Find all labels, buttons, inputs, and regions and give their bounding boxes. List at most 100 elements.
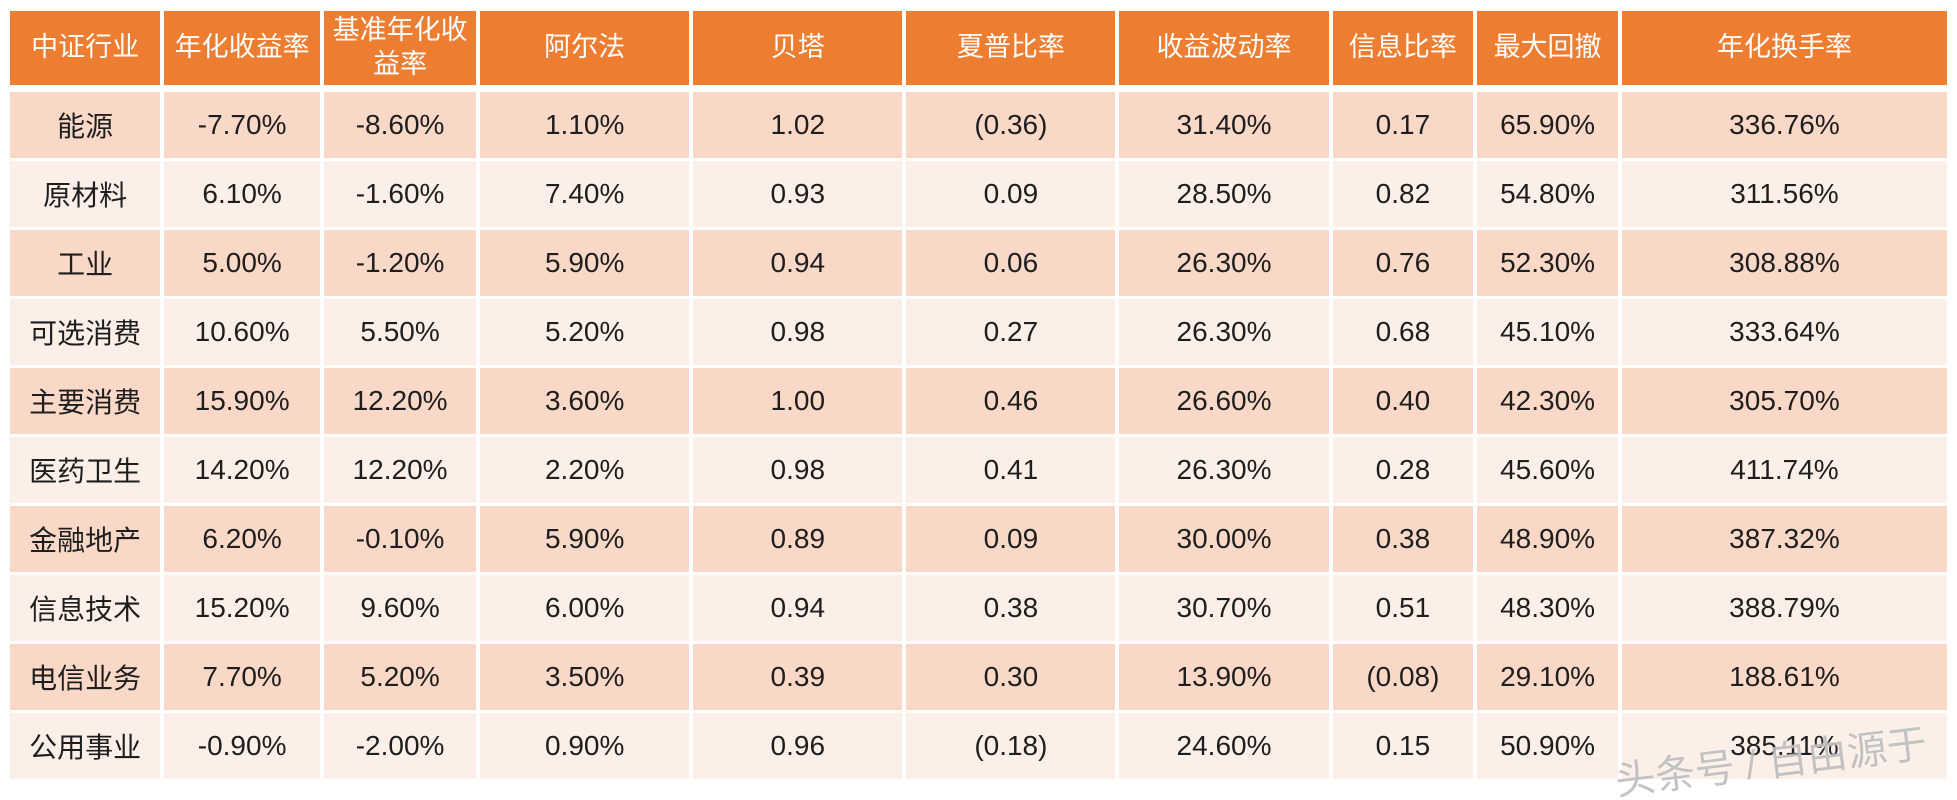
value-cell: 65.90% (1477, 92, 1618, 158)
table-row: 可选消费 10.60% 5.50% 5.20% 0.98 0.27 26.30% 0.68 45… (10, 299, 1947, 365)
industry-name-cell: 可选消费 (10, 299, 161, 365)
table-row: 主要消费 15.90% 12.20% 3.60% 1.00 0.46 26.60% 0.40 4… (10, 368, 1947, 434)
value-cell: (0.36) (906, 92, 1116, 158)
value-cell: 0.09 (906, 161, 1116, 227)
industry-name-cell: 公用事业 (10, 713, 161, 779)
value-cell: -2.00% (324, 713, 477, 779)
value-cell: (0.18) (906, 713, 1116, 779)
value-cell: 1.00 (693, 368, 903, 434)
column-header-5: 贝塔 (693, 11, 903, 89)
value-cell: 0.39 (693, 644, 903, 710)
value-cell: 12.20% (324, 368, 477, 434)
table-header-row: 中证行业 年化收益率 基准年化收益率 阿尔法 贝塔 夏普比率 收益波动率 信息比率 最大回撤 年化… (10, 11, 1947, 89)
value-cell: 45.10% (1477, 299, 1618, 365)
value-cell: 0.68 (1332, 299, 1474, 365)
value-cell: 385.11% (1621, 713, 1947, 779)
value-cell: -1.60% (324, 161, 477, 227)
value-cell: 29.10% (1477, 644, 1618, 710)
value-cell: 5.20% (480, 299, 690, 365)
value-cell: -0.90% (164, 713, 321, 779)
value-cell: 0.46 (906, 368, 1116, 434)
value-cell: 31.40% (1119, 92, 1329, 158)
table-row: 工业 5.00% -1.20% 5.90% 0.94 0.06 26.30% 0.76 52.3… (10, 230, 1947, 296)
value-cell: 0.98 (693, 299, 903, 365)
column-header-1: 中证行业 (10, 11, 161, 89)
column-header-10: 年化换手率 (1621, 11, 1947, 89)
value-cell: 15.90% (164, 368, 321, 434)
value-cell: 188.61% (1621, 644, 1947, 710)
value-cell: 45.60% (1477, 437, 1618, 503)
value-cell: 26.30% (1119, 299, 1329, 365)
value-cell: 0.51 (1332, 575, 1474, 641)
value-cell: -8.60% (324, 92, 477, 158)
value-cell: 52.30% (1477, 230, 1618, 296)
value-cell: 26.30% (1119, 437, 1329, 503)
value-cell: 0.17 (1332, 92, 1474, 158)
value-cell: 6.10% (164, 161, 321, 227)
value-cell: 24.60% (1119, 713, 1329, 779)
value-cell: 13.90% (1119, 644, 1329, 710)
value-cell: 5.90% (480, 230, 690, 296)
value-cell: 5.50% (324, 299, 477, 365)
value-cell: 0.15 (1332, 713, 1474, 779)
value-cell: 0.94 (693, 230, 903, 296)
value-cell: 305.70% (1621, 368, 1947, 434)
column-header-7: 收益波动率 (1119, 11, 1329, 89)
column-header-9: 最大回撤 (1477, 11, 1618, 89)
industry-name-cell: 金融地产 (10, 506, 161, 572)
table-row: 电信业务 7.70% 5.20% 3.50% 0.39 0.30 13.90% (0.08) 2… (10, 644, 1947, 710)
value-cell: 0.41 (906, 437, 1116, 503)
industry-name-cell: 能源 (10, 92, 161, 158)
column-header-6: 夏普比率 (906, 11, 1116, 89)
value-cell: -7.70% (164, 92, 321, 158)
value-cell: -0.10% (324, 506, 477, 572)
value-cell: 54.80% (1477, 161, 1618, 227)
table-row: 公用事业 -0.90% -2.00% 0.90% 0.96 (0.18) 24.60% 0.1… (10, 713, 1947, 779)
column-header-2: 年化收益率 (164, 11, 321, 89)
value-cell: 311.56% (1621, 161, 1947, 227)
value-cell: 0.89 (693, 506, 903, 572)
table-row: 金融地产 6.20% -0.10% 5.90% 0.89 0.09 30.00% 0.38 48… (10, 506, 1947, 572)
value-cell: 3.50% (480, 644, 690, 710)
value-cell: 0.27 (906, 299, 1116, 365)
value-cell: 10.60% (164, 299, 321, 365)
value-cell: 5.90% (480, 506, 690, 572)
value-cell: 15.20% (164, 575, 321, 641)
value-cell: 2.20% (480, 437, 690, 503)
industry-name-cell: 医药卫生 (10, 437, 161, 503)
value-cell: 12.20% (324, 437, 477, 503)
value-cell: 48.30% (1477, 575, 1618, 641)
value-cell: -1.20% (324, 230, 477, 296)
value-cell: 5.00% (164, 230, 321, 296)
value-cell: 387.32% (1621, 506, 1947, 572)
value-cell: 411.74% (1621, 437, 1947, 503)
value-cell: 0.76 (1332, 230, 1474, 296)
value-cell: 336.76% (1621, 92, 1947, 158)
value-cell: 0.96 (693, 713, 903, 779)
value-cell: 0.93 (693, 161, 903, 227)
table-row: 医药卫生 14.20% 12.20% 2.20% 0.98 0.41 26.30% 0.28 4… (10, 437, 1947, 503)
value-cell: 0.30 (906, 644, 1116, 710)
value-cell: 28.50% (1119, 161, 1329, 227)
value-cell: 0.06 (906, 230, 1116, 296)
value-cell: 0.94 (693, 575, 903, 641)
table-row: 信息技术 15.20% 9.60% 6.00% 0.94 0.38 30.70% 0.51 48… (10, 575, 1947, 641)
value-cell: 26.30% (1119, 230, 1329, 296)
value-cell: 308.88% (1621, 230, 1947, 296)
value-cell: 48.90% (1477, 506, 1618, 572)
value-cell: 0.38 (906, 575, 1116, 641)
value-cell: 0.82 (1332, 161, 1474, 227)
value-cell: 7.40% (480, 161, 690, 227)
value-cell: 14.20% (164, 437, 321, 503)
column-header-3: 基准年化收益率 (324, 11, 477, 89)
value-cell: 50.90% (1477, 713, 1618, 779)
value-cell: 0.40 (1332, 368, 1474, 434)
column-header-8: 信息比率 (1332, 11, 1474, 89)
value-cell: 26.60% (1119, 368, 1329, 434)
industry-name-cell: 工业 (10, 230, 161, 296)
value-cell: 6.00% (480, 575, 690, 641)
value-cell: 388.79% (1621, 575, 1947, 641)
value-cell: 333.64% (1621, 299, 1947, 365)
value-cell: 1.02 (693, 92, 903, 158)
